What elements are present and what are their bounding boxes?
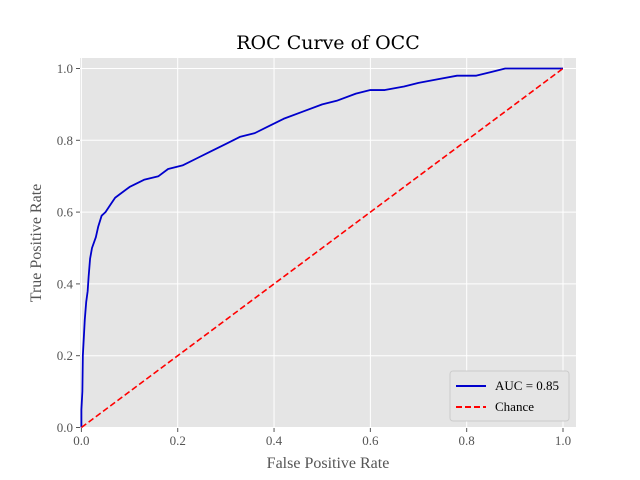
legend-box xyxy=(449,370,570,422)
y-tick-label: 0.2 xyxy=(57,348,73,363)
y-axis-ticks: 0.0 0.2 0.4 0.6 0.8 1.0 xyxy=(57,61,80,435)
legend-label-chance: Chance xyxy=(495,399,534,414)
y-tick-label: 0.8 xyxy=(57,133,73,148)
y-axis-label: True Positive Rate xyxy=(28,184,45,303)
x-tick-label: 0.6 xyxy=(362,433,379,448)
y-tick-label: 0.0 xyxy=(57,420,73,435)
legend: AUC = 0.85 Chance xyxy=(449,370,570,422)
x-axis-ticks: 0.0 0.2 0.4 0.6 0.8 1.0 xyxy=(73,428,571,448)
y-tick-label: 0.4 xyxy=(57,276,74,291)
chart-title: ROC Curve of OCC xyxy=(236,32,420,54)
x-tick-label: 0.2 xyxy=(170,433,186,448)
grid-lines xyxy=(80,58,576,428)
x-tick-label: 1.0 xyxy=(555,433,571,448)
x-tick-label: 0.0 xyxy=(73,433,89,448)
y-tick-label: 0.6 xyxy=(57,205,74,220)
series-layer xyxy=(80,67,564,429)
x-axis-label: False Positive Rate xyxy=(267,455,390,472)
legend-label-auc: AUC = 0.85 xyxy=(495,378,559,393)
chance-line xyxy=(80,67,564,429)
y-tick-label: 1.0 xyxy=(57,61,73,76)
x-tick-label: 0.8 xyxy=(459,433,475,448)
roc-curve-line xyxy=(80,67,563,428)
x-tick-label: 0.4 xyxy=(266,433,283,448)
